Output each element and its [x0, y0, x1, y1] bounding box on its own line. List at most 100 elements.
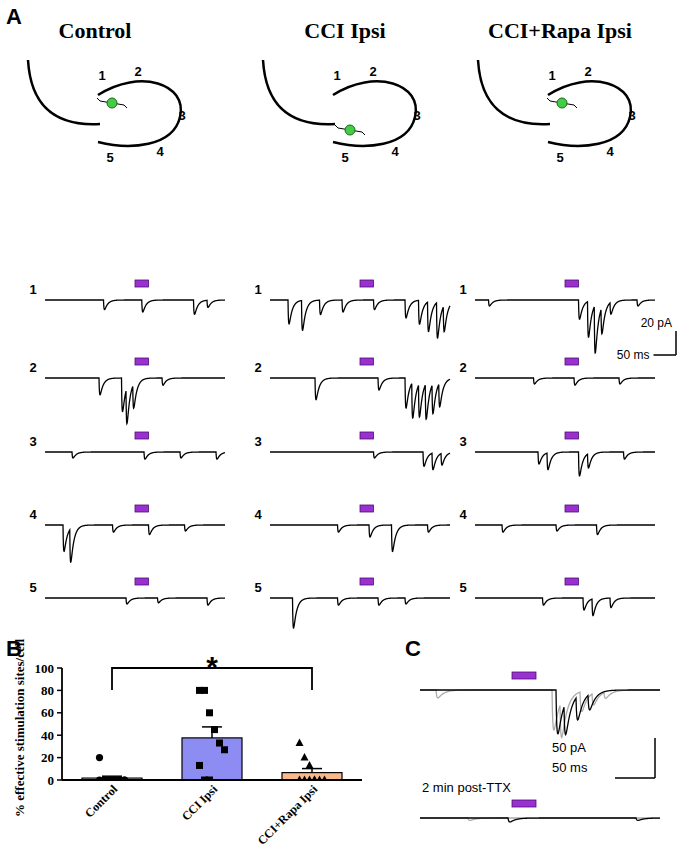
- stimulus-bar: [565, 432, 579, 439]
- stimulus-bar: [360, 578, 374, 585]
- scale-bar-amplitude: [654, 738, 656, 778]
- y-tick-label: 80: [41, 683, 54, 698]
- row-label: 5: [254, 580, 261, 595]
- point: [96, 754, 103, 761]
- point: [196, 762, 203, 769]
- row-label: 5: [459, 580, 466, 595]
- site-number: 1: [333, 68, 340, 83]
- y-tick-label: 20: [41, 750, 54, 765]
- point: [221, 746, 228, 753]
- current-trace: [475, 452, 655, 476]
- error-bar: [302, 769, 322, 773]
- ca-field: [333, 81, 416, 145]
- ca-field: [98, 81, 181, 145]
- x-tick-label: CCI+Rapa Ipsi: [255, 782, 321, 848]
- site-number: 3: [413, 108, 420, 123]
- row-label: 4: [29, 507, 37, 522]
- row-label: 1: [29, 282, 36, 297]
- y-axis-title: % effective stimulation sites/cell: [12, 639, 27, 817]
- stimulus-bar: [512, 800, 536, 807]
- site-number: 2: [369, 64, 376, 79]
- current-trace: [475, 300, 655, 353]
- site-number: 5: [106, 150, 113, 165]
- row-label: 3: [29, 434, 36, 449]
- current-trace: [270, 300, 450, 338]
- hippocampus-schematic: 12345: [28, 60, 186, 165]
- dentate-gyrus: [478, 60, 550, 124]
- hippocampus-schematic: 12345: [478, 60, 636, 165]
- plot-marks: [82, 687, 342, 780]
- error-bar: [202, 727, 222, 738]
- hippocampus-schematic: 12345: [263, 60, 421, 165]
- x-tick-label: Control: [82, 782, 120, 820]
- site-number: 5: [556, 150, 563, 165]
- cell-body: [557, 98, 567, 108]
- stimulus-bar: [135, 578, 149, 585]
- stimulus-bar: [565, 505, 579, 512]
- current-trace: [45, 378, 225, 424]
- site-number: 3: [628, 108, 635, 123]
- panel-label: A: [6, 4, 22, 29]
- row-label: 5: [29, 580, 36, 595]
- dendrite: [574, 105, 577, 108]
- stimulus-bar: [360, 432, 374, 439]
- stimulus-bar: [360, 280, 374, 287]
- y-axis: [61, 668, 63, 780]
- current-trace: [270, 378, 450, 419]
- site-number: 4: [156, 144, 164, 159]
- scale-bar-amplitude: [675, 331, 677, 355]
- panel-label: C: [405, 636, 421, 661]
- bar: [182, 738, 242, 780]
- row-label: 2: [254, 360, 261, 375]
- y-tick-label: 100: [35, 661, 55, 676]
- group-title: Control: [59, 18, 132, 43]
- current-trace: [475, 525, 655, 535]
- y-tick-label: 60: [41, 705, 54, 720]
- row-label: 1: [254, 282, 261, 297]
- y-tick-label: 40: [41, 728, 54, 743]
- site-number: 3: [178, 108, 185, 123]
- current-trace: [270, 598, 450, 628]
- current-trace: [420, 690, 660, 735]
- row-label: 3: [254, 434, 261, 449]
- row-label: 1: [459, 282, 466, 297]
- site-number: 4: [606, 144, 614, 159]
- x-axis: [62, 779, 362, 781]
- site-number: 5: [341, 150, 348, 165]
- current-trace: [45, 525, 225, 562]
- figure: AControl1234512345CCI Ipsi1234512345CCI+…: [0, 0, 682, 854]
- point: [206, 709, 213, 716]
- scale-label: 50 ms: [617, 348, 650, 362]
- site-number: 1: [98, 68, 105, 83]
- stimulus-bar: [135, 280, 149, 287]
- stimulus-bar: [360, 505, 374, 512]
- recorded-cell: [335, 125, 365, 135]
- current-trace: [45, 598, 225, 605]
- row-label: 2: [29, 360, 36, 375]
- current-trace: [270, 525, 450, 551]
- dentate-gyrus: [263, 60, 335, 124]
- row-label: 4: [459, 507, 467, 522]
- x-tick-label: CCI Ipsi: [179, 782, 221, 824]
- current-trace: [420, 690, 660, 737]
- ca-field: [548, 81, 631, 145]
- current-trace: [270, 452, 450, 470]
- dendrite: [124, 105, 127, 108]
- point: [301, 753, 309, 761]
- cell-body: [345, 125, 355, 135]
- stimulus-bar: [135, 358, 149, 365]
- row-label: 4: [254, 507, 262, 522]
- current-trace: [475, 598, 655, 616]
- y-tick-label: 0: [48, 773, 55, 788]
- dendrite: [335, 125, 338, 128]
- dendrite: [97, 98, 100, 101]
- recorded-cell: [547, 98, 577, 108]
- group-title: CCI+Rapa Ipsi: [488, 18, 632, 43]
- stimulus-bar: [565, 358, 579, 365]
- row-label: 3: [459, 434, 466, 449]
- dentate-gyrus: [28, 60, 100, 124]
- scale-label: 20 pA: [641, 316, 672, 330]
- stimulus-bar: [512, 672, 536, 679]
- current-trace: [45, 452, 225, 459]
- scale-label: 50 ms: [552, 760, 588, 775]
